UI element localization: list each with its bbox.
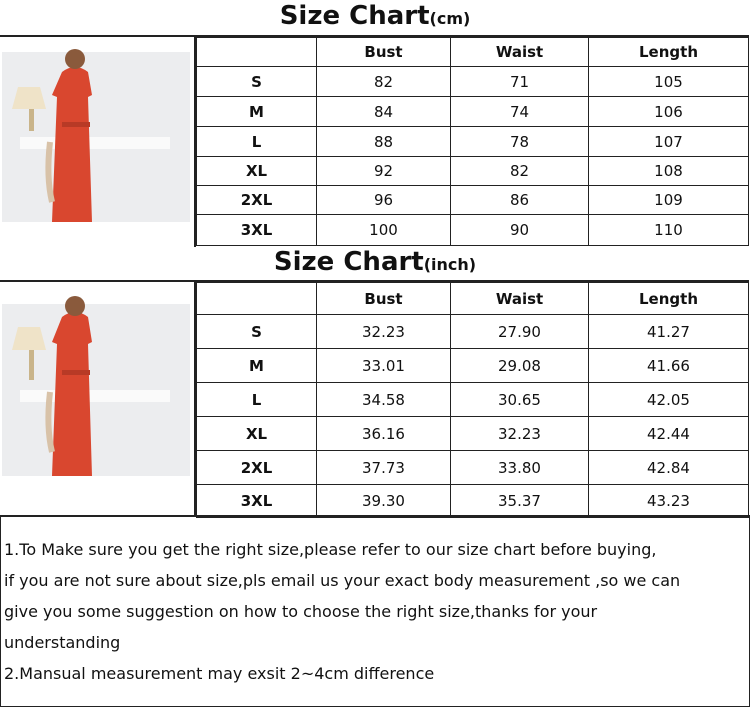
header-bust: Bust [316, 37, 451, 67]
table-row: 2XL 96 86 109 [196, 185, 749, 215]
table-header-row: Bust Waist Length [196, 37, 749, 67]
bust-cell: 100 [316, 214, 451, 246]
length-cell: 41.27 [588, 314, 749, 349]
title-unit: (cm) [429, 9, 471, 28]
length-cell: 107 [588, 126, 749, 157]
waist-cell: 78 [450, 126, 589, 157]
bust-cell: 96 [316, 185, 451, 215]
bust-cell: 32.23 [316, 314, 451, 349]
table-row: 2XL 37.73 33.80 42.84 [196, 450, 749, 485]
header-size [196, 282, 317, 315]
waist-cell: 33.80 [450, 450, 589, 485]
table-row: 3XL 100 90 110 [196, 214, 749, 246]
waist-cell: 32.23 [450, 416, 589, 451]
bust-cell: 34.58 [316, 382, 451, 417]
table-header-row: Bust Waist Length [196, 282, 749, 315]
inch-section: Bust Waist Length S 32.23 27.90 41.27 M 33.0… [0, 280, 749, 518]
size-cell: L [196, 126, 317, 157]
table-row: S 82 71 105 [196, 66, 749, 97]
size-cell: S [196, 314, 317, 349]
bust-cell: 36.16 [316, 416, 451, 451]
header-length: Length [588, 282, 749, 315]
header-waist: Waist [450, 37, 589, 67]
header-waist: Waist [450, 282, 589, 315]
length-cell: 106 [588, 96, 749, 127]
length-cell: 109 [588, 185, 749, 215]
size-cell: XL [196, 416, 317, 451]
note-line: give you some suggestion on how to choos… [4, 602, 598, 621]
size-table-cm: Bust Waist Length S 82 71 105 M 84 74 106 L 88 7… [196, 37, 749, 246]
size-chart-inch-title: Size Chart(inch) [0, 246, 750, 281]
dress-image [2, 49, 190, 222]
table-row: M 84 74 106 [196, 96, 749, 127]
size-cell: XL [196, 156, 317, 186]
length-cell: 42.05 [588, 382, 749, 417]
sizing-notes: 1.To Make sure you get the right size,pl… [0, 515, 750, 707]
note-line: 2.Mansual measurement may exsit 2~4cm di… [4, 664, 435, 683]
header-bust: Bust [316, 282, 451, 315]
dress-image [2, 296, 190, 476]
table-row: L 88 78 107 [196, 126, 749, 157]
length-cell: 43.23 [588, 484, 749, 518]
length-cell: 110 [588, 214, 749, 246]
title-unit: (inch) [423, 255, 477, 274]
waist-cell: 86 [450, 185, 589, 215]
title-text: Size Chart [279, 1, 430, 31]
dress-photo [0, 282, 196, 517]
bust-cell: 33.01 [316, 348, 451, 383]
title-text: Size Chart [273, 247, 424, 277]
size-cell: M [196, 348, 317, 383]
waist-cell: 30.65 [450, 382, 589, 417]
bust-cell: 92 [316, 156, 451, 186]
waist-cell: 71 [450, 66, 589, 97]
size-cell: 3XL [196, 484, 317, 518]
size-cell: 2XL [196, 450, 317, 485]
length-cell: 108 [588, 156, 749, 186]
size-cell: M [196, 96, 317, 127]
size-cell: L [196, 382, 317, 417]
size-cell: S [196, 66, 317, 97]
bust-cell: 82 [316, 66, 451, 97]
bust-cell: 39.30 [316, 484, 451, 518]
table-row: M 33.01 29.08 41.66 [196, 348, 749, 383]
cm-section: Bust Waist Length S 82 71 105 M 84 74 106 L 88 7… [0, 35, 749, 247]
length-cell: 41.66 [588, 348, 749, 383]
length-cell: 42.84 [588, 450, 749, 485]
dress-photo [0, 37, 196, 247]
waist-cell: 82 [450, 156, 589, 186]
waist-cell: 27.90 [450, 314, 589, 349]
length-cell: 42.44 [588, 416, 749, 451]
table-row: 3XL 39.30 35.37 43.23 [196, 484, 749, 518]
length-cell: 105 [588, 66, 749, 97]
table-row: XL 92 82 108 [196, 156, 749, 186]
table-row: XL 36.16 32.23 42.44 [196, 416, 749, 451]
waist-cell: 29.08 [450, 348, 589, 383]
bust-cell: 37.73 [316, 450, 451, 485]
note-line: 1.To Make sure you get the right size,pl… [4, 540, 657, 559]
note-line: understanding [4, 633, 121, 652]
note-line: if you are not sure about size,pls email… [4, 571, 681, 590]
size-table-inch: Bust Waist Length S 32.23 27.90 41.27 M 33.0… [196, 282, 749, 518]
bust-cell: 88 [316, 126, 451, 157]
header-length: Length [588, 37, 749, 67]
bust-cell: 84 [316, 96, 451, 127]
table-row: S 32.23 27.90 41.27 [196, 314, 749, 349]
size-cell: 2XL [196, 185, 317, 215]
waist-cell: 74 [450, 96, 589, 127]
waist-cell: 90 [450, 214, 589, 246]
table-row: L 34.58 30.65 42.05 [196, 382, 749, 417]
header-size [196, 37, 317, 67]
size-cell: 3XL [196, 214, 317, 246]
waist-cell: 35.37 [450, 484, 589, 518]
size-chart-cm-title: Size Chart(cm) [0, 0, 750, 35]
